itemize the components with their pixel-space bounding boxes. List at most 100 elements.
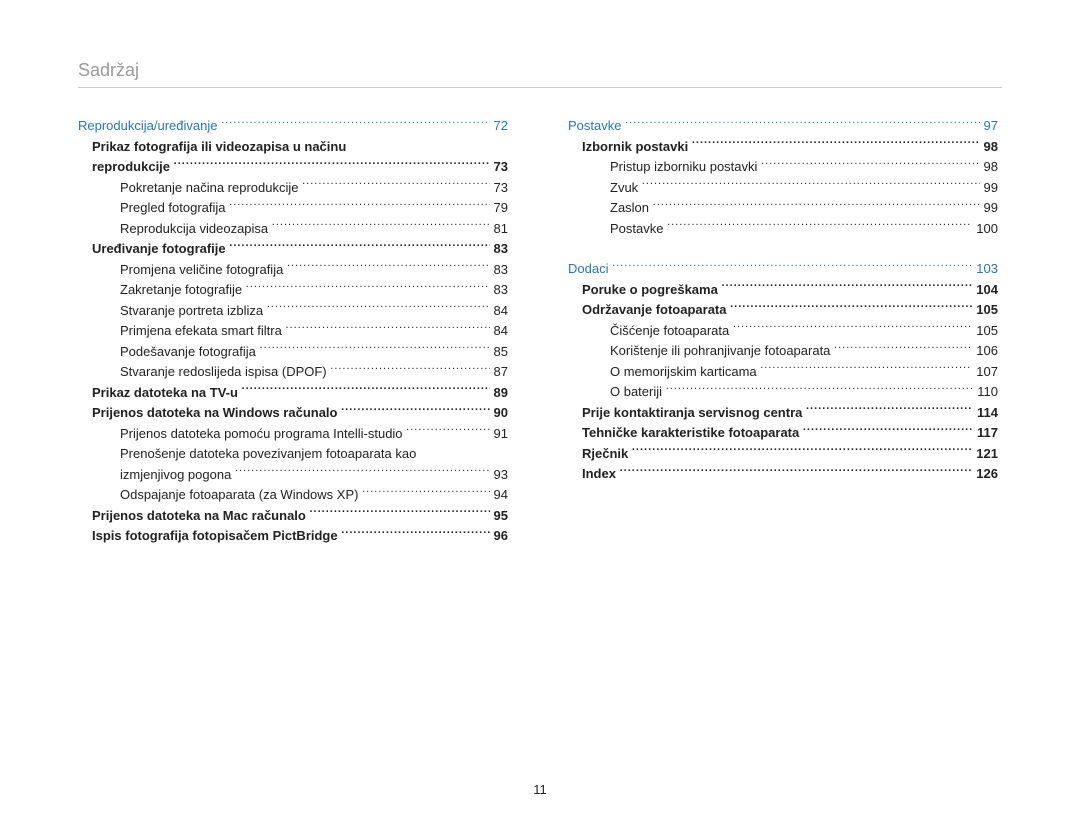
toc-entry-page: 114 bbox=[973, 403, 998, 424]
toc-entry-page: 89 bbox=[490, 383, 508, 404]
toc-dots bbox=[760, 363, 972, 376]
toc-entry-page: 106 bbox=[972, 341, 998, 362]
toc-entry: Prikaz datoteka na TV-u 89 bbox=[78, 383, 508, 404]
toc-entry-label: Podešavanje fotografija bbox=[120, 342, 256, 363]
toc-dots bbox=[612, 260, 972, 273]
toc-entry: Podešavanje fotografija 85 bbox=[78, 342, 508, 363]
toc-entry-page: 90 bbox=[490, 403, 508, 424]
toc-entry: Postavke 97 bbox=[568, 116, 998, 137]
toc-entry-page: 85 bbox=[490, 342, 508, 363]
toc-dots bbox=[302, 179, 489, 192]
toc-entry-page: 100 bbox=[972, 219, 998, 240]
toc-entry-label: Prijenos datoteka pomoću programa Intell… bbox=[120, 424, 403, 445]
toc-dots bbox=[242, 384, 490, 397]
toc-entry-label: reprodukcije bbox=[92, 157, 170, 178]
toc-dots bbox=[221, 117, 489, 130]
toc-entry: Reprodukcija/uređivanje 72 bbox=[78, 116, 508, 137]
toc-entry: Održavanje fotoaparata 105 bbox=[568, 300, 998, 321]
toc-entry-label: Pregled fotografija bbox=[120, 198, 226, 219]
toc-entry: Izbornik postavki 98 bbox=[568, 137, 998, 158]
toc-entry-label: Index bbox=[582, 464, 616, 485]
toc-dots bbox=[341, 404, 489, 417]
toc-entry: Zaslon 99 bbox=[568, 198, 998, 219]
toc-dots bbox=[692, 138, 980, 151]
toc-entry-page: 91 bbox=[490, 424, 508, 445]
toc-entry-page: 97 bbox=[980, 116, 998, 137]
toc-entry: Ispis fotografija fotopisačem PictBridge… bbox=[78, 526, 508, 547]
toc-entry-page: 81 bbox=[490, 219, 508, 240]
toc-dots bbox=[666, 383, 974, 396]
toc-entry-label: Poruke o pogreškama bbox=[582, 280, 718, 301]
toc-entry: Pristup izborniku postavki 98 bbox=[568, 157, 998, 178]
toc-entry-page: 117 bbox=[973, 423, 998, 444]
toc-entry-label: Prijenos datoteka na Mac računalo bbox=[92, 506, 306, 527]
toc-entry-label: Prijenos datoteka na Windows računalo bbox=[92, 403, 338, 424]
toc-entry-page: 98 bbox=[980, 137, 998, 158]
toc-entry: Čišćenje fotoaparata 105 bbox=[568, 321, 998, 342]
toc-entry: Postavke 100 bbox=[568, 219, 998, 240]
toc-entry: Prenošenje datoteka povezivanjem fotoapa… bbox=[78, 444, 508, 465]
toc-entry-label: Prikaz datoteka na TV-u bbox=[92, 383, 238, 404]
toc-dots bbox=[721, 281, 972, 294]
toc-entry-label: Zaslon bbox=[610, 198, 649, 219]
toc-entry-label: O bateriji bbox=[610, 382, 662, 403]
toc-entry: Dodaci 103 bbox=[568, 259, 998, 280]
toc-entry-label: izmjenjivog pogona bbox=[120, 465, 231, 486]
toc-entry: Promjena veličine fotografija 83 bbox=[78, 260, 508, 281]
toc-entry-page: 110 bbox=[973, 382, 998, 403]
toc-dots bbox=[260, 343, 490, 356]
toc-entry-page: 107 bbox=[972, 362, 998, 383]
toc-entry-page: 73 bbox=[490, 157, 508, 178]
toc-entry: Prikaz fotografija ili videozapisa u nač… bbox=[78, 137, 508, 158]
toc-entry: Stvaranje portreta izbliza 84 bbox=[78, 301, 508, 322]
toc-entry-label: Korištenje ili pohranjivanje fotoaparata bbox=[610, 341, 830, 362]
toc-entry-label: Dodaci bbox=[568, 259, 608, 280]
toc-dots bbox=[229, 199, 489, 212]
toc-entry: Prijenos datoteka na Mac računalo 95 bbox=[78, 506, 508, 527]
toc-dots bbox=[834, 342, 972, 355]
toc-entry-label: Reprodukcija videozapisa bbox=[120, 219, 268, 240]
toc-entry: Primjena efekata smart filtra 84 bbox=[78, 321, 508, 342]
toc-entry-label: Stvaranje portreta izbliza bbox=[120, 301, 263, 322]
toc-dots bbox=[730, 301, 972, 314]
toc-entry-page: 98 bbox=[980, 157, 998, 178]
toc-entry: Korištenje ili pohranjivanje fotoaparata… bbox=[568, 341, 998, 362]
toc-entry-label: Izbornik postavki bbox=[582, 137, 688, 158]
toc-entry: Tehničke karakteristike fotoaparata 117 bbox=[568, 423, 998, 444]
toc-entry: Reprodukcija videozapisa 81 bbox=[78, 219, 508, 240]
toc-entry: Prijenos datoteka pomoću programa Intell… bbox=[78, 424, 508, 445]
toc-entry-label: Stvaranje redoslijeda ispisa (DPOF) bbox=[120, 362, 327, 383]
toc-dots bbox=[667, 220, 972, 233]
toc-entry-label: Zvuk bbox=[610, 178, 638, 199]
toc-entry-page: 83 bbox=[490, 260, 508, 281]
toc-dots bbox=[803, 424, 973, 437]
toc-entry-page: 73 bbox=[490, 178, 508, 199]
toc-entry: Odspajanje fotoaparata (za Windows XP) 9… bbox=[78, 485, 508, 506]
toc-entry: Uređivanje fotografije 83 bbox=[78, 239, 508, 260]
toc-entry-label: Pokretanje načina reprodukcije bbox=[120, 178, 299, 199]
page-number: 11 bbox=[0, 782, 1080, 797]
toc-dots bbox=[341, 527, 489, 540]
toc-entry-page: 99 bbox=[980, 198, 998, 219]
toc-entry: Rječnik 121 bbox=[568, 444, 998, 465]
toc-entry: Stvaranje redoslijeda ispisa (DPOF) 87 bbox=[78, 362, 508, 383]
toc-entry-page: 105 bbox=[972, 321, 998, 342]
toc-dots bbox=[229, 240, 489, 253]
toc-entry-label: Održavanje fotoaparata bbox=[582, 300, 727, 321]
toc-entry-page: 84 bbox=[490, 301, 508, 322]
toc-entry-label: Prenošenje datoteka povezivanjem fotoapa… bbox=[120, 444, 416, 465]
toc-entry-label: Tehničke karakteristike fotoaparata bbox=[582, 423, 799, 444]
toc-entry: Prije kontaktiranja servisnog centra 114 bbox=[568, 403, 998, 424]
toc-entry: Pokretanje načina reprodukcije 73 bbox=[78, 178, 508, 199]
toc-entry-page: 83 bbox=[490, 280, 508, 301]
toc-entry-page: 72 bbox=[490, 116, 508, 137]
toc-dots bbox=[309, 507, 489, 520]
toc-entry-page: 87 bbox=[490, 362, 508, 383]
left-column: Reprodukcija/uređivanje 72Prikaz fotogra… bbox=[78, 116, 508, 547]
toc-entry-label: Uređivanje fotografije bbox=[92, 239, 226, 260]
toc-entry-label: Zakretanje fotografije bbox=[120, 280, 242, 301]
toc-entry-label: Primjena efekata smart filtra bbox=[120, 321, 282, 342]
toc-entry-page: 99 bbox=[980, 178, 998, 199]
toc-dots bbox=[620, 465, 973, 478]
toc-entry-label: Promjena veličine fotografija bbox=[120, 260, 283, 281]
